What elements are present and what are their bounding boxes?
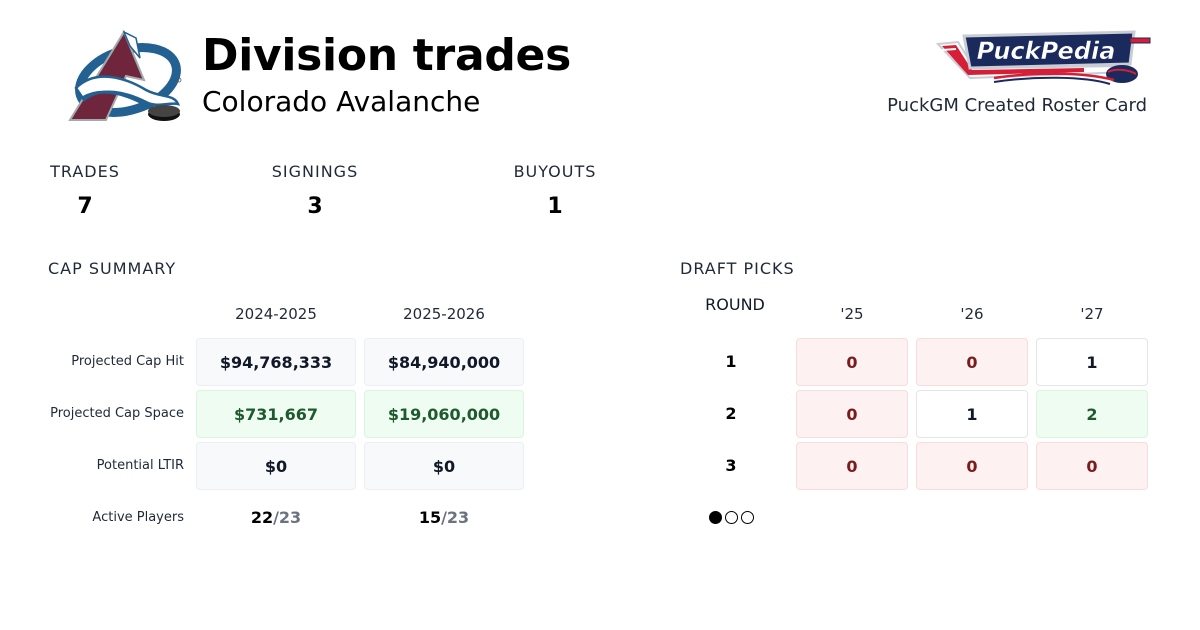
round-header: ROUND bbox=[705, 295, 765, 314]
roster-max: /23 bbox=[273, 508, 302, 527]
pick-cell: 0 bbox=[796, 390, 908, 438]
page-dot-3[interactable] bbox=[741, 511, 754, 524]
cap-summary-title: CAP SUMMARY bbox=[48, 259, 177, 278]
round-number: 2 bbox=[725, 404, 737, 423]
stat-buyouts: BUYOUTS 1 bbox=[510, 162, 600, 220]
active-players-value: 15/23 bbox=[364, 508, 524, 527]
cap-hit-cell: $84,940,000 bbox=[364, 338, 524, 386]
page-dot-2[interactable] bbox=[725, 511, 738, 524]
active-players-value: 22/23 bbox=[196, 508, 356, 527]
pick-cell: 1 bbox=[1036, 338, 1148, 386]
stat-label: BUYOUTS bbox=[513, 162, 597, 181]
page-dot-1-active[interactable] bbox=[709, 511, 722, 524]
stat-value: 3 bbox=[307, 194, 323, 219]
roster-card-caption: PuckGM Created Roster Card bbox=[887, 95, 1147, 116]
pick-cell: 0 bbox=[916, 338, 1028, 386]
year-header: '26 bbox=[960, 305, 984, 323]
colorado-avalanche-logo-icon bbox=[68, 29, 182, 121]
draft-picks-title: DRAFT PICKS bbox=[680, 259, 795, 278]
active-count: 15 bbox=[418, 508, 442, 527]
pagination-dots bbox=[709, 511, 754, 524]
pick-cell: 0 bbox=[1036, 442, 1148, 490]
row-label-cap-space: Projected Cap Space bbox=[50, 406, 184, 421]
cap-hit-cell: $94,768,333 bbox=[196, 338, 356, 386]
row-label-ltir: Potential LTIR bbox=[96, 458, 184, 473]
pick-cell: 0 bbox=[916, 442, 1028, 490]
pick-cell: 0 bbox=[796, 338, 908, 386]
cap-space-cell: $731,667 bbox=[196, 390, 356, 438]
year-header: '27 bbox=[1080, 305, 1104, 323]
season-header: 2025-2026 bbox=[403, 305, 485, 323]
svg-text:PuckPedia: PuckPedia bbox=[977, 37, 1116, 65]
season-header: 2024-2025 bbox=[235, 305, 317, 323]
pick-cell: 1 bbox=[916, 390, 1028, 438]
puckpedia-logo-icon: PuckPedia bbox=[935, 30, 1151, 85]
stat-value: 1 bbox=[547, 194, 563, 219]
ltir-cell: $0 bbox=[196, 442, 356, 490]
round-number: 1 bbox=[725, 352, 737, 371]
cap-space-cell: $19,060,000 bbox=[364, 390, 524, 438]
page-title: Division trades bbox=[202, 30, 571, 81]
active-count: 22 bbox=[250, 508, 274, 527]
stat-trades: TRADES 7 bbox=[48, 162, 122, 220]
stat-value: 7 bbox=[77, 194, 93, 219]
stat-label: TRADES bbox=[50, 162, 120, 181]
round-number: 3 bbox=[725, 456, 737, 475]
stat-signings: SIGNINGS 3 bbox=[269, 162, 361, 220]
pick-cell: 0 bbox=[796, 442, 908, 490]
pick-cell: 2 bbox=[1036, 390, 1148, 438]
row-label-active-players: Active Players bbox=[92, 510, 184, 525]
roster-max: /23 bbox=[441, 508, 470, 527]
header: Division trades Colorado Avalanche PuckP… bbox=[0, 0, 1200, 140]
row-label-cap-hit: Projected Cap Hit bbox=[71, 354, 184, 369]
team-name: Colorado Avalanche bbox=[202, 85, 481, 118]
ltir-cell: $0 bbox=[364, 442, 524, 490]
stat-label: SIGNINGS bbox=[271, 162, 359, 181]
year-header: '25 bbox=[840, 305, 864, 323]
